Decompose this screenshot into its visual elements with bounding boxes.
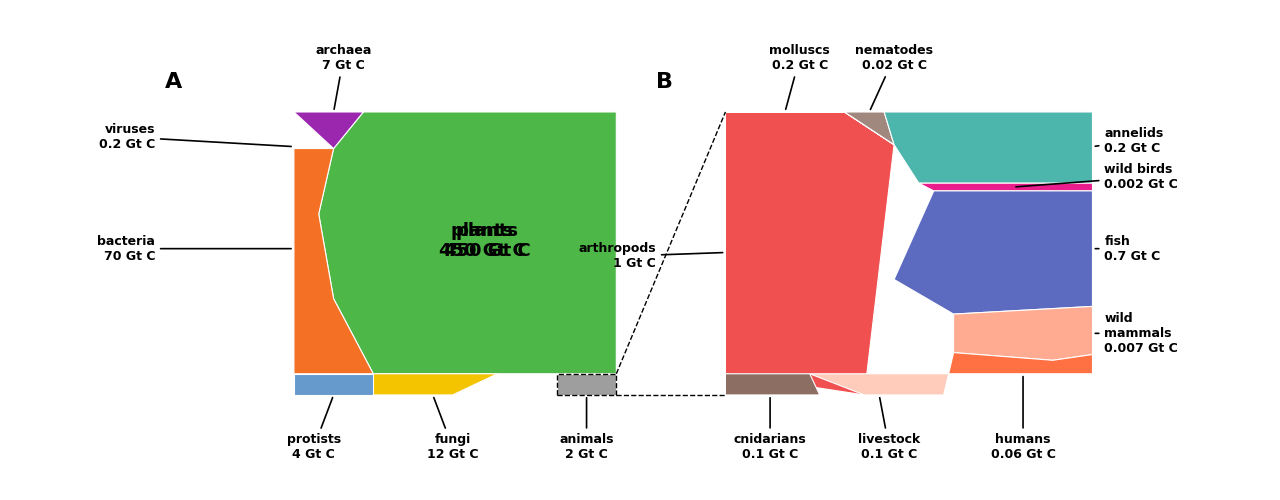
Text: plants
450 Gt C: plants 450 Gt C [439, 222, 526, 260]
Text: wild
mammals
0.007 Gt C: wild mammals 0.007 Gt C [1096, 312, 1178, 355]
Polygon shape [726, 112, 895, 395]
Text: animals
2 Gt C: animals 2 Gt C [559, 398, 614, 462]
Polygon shape [294, 112, 617, 374]
Polygon shape [294, 148, 374, 374]
Polygon shape [557, 374, 617, 395]
Polygon shape [919, 183, 1093, 191]
Text: protists
4 Gt C: protists 4 Gt C [287, 398, 340, 462]
Polygon shape [954, 306, 1093, 360]
Polygon shape [726, 112, 895, 144]
Polygon shape [294, 112, 364, 148]
Text: molluscs
0.2 Gt C: molluscs 0.2 Gt C [769, 44, 831, 110]
Text: viruses
0.2 Gt C: viruses 0.2 Gt C [99, 123, 291, 151]
Text: livestock
0.1 Gt C: livestock 0.1 Gt C [858, 398, 920, 462]
Text: B: B [657, 72, 673, 92]
Polygon shape [294, 374, 374, 395]
Text: fungi
12 Gt C: fungi 12 Gt C [428, 398, 479, 462]
Text: archaea
7 Gt C: archaea 7 Gt C [315, 44, 371, 109]
Text: arthropods
1 Gt C: arthropods 1 Gt C [579, 242, 723, 270]
Text: A: A [165, 72, 182, 92]
Polygon shape [374, 374, 498, 395]
Polygon shape [845, 112, 895, 144]
Text: humans
0.06 Gt C: humans 0.06 Gt C [991, 376, 1056, 462]
Text: nematodes
0.02 Gt C: nematodes 0.02 Gt C [855, 44, 933, 110]
Polygon shape [884, 112, 1093, 183]
Polygon shape [726, 374, 819, 395]
Polygon shape [895, 191, 1093, 314]
Polygon shape [810, 374, 948, 395]
Text: wild birds
0.002 Gt C: wild birds 0.002 Gt C [1016, 164, 1178, 192]
Text: bacteria
70 Gt C: bacteria 70 Gt C [97, 234, 291, 262]
Text: annelids
0.2 Gt C: annelids 0.2 Gt C [1096, 127, 1164, 155]
Text: fish
0.7 Gt C: fish 0.7 Gt C [1096, 234, 1161, 262]
Text: plants
450 Gt C: plants 450 Gt C [444, 222, 531, 260]
Text: cnidarians
0.1 Gt C: cnidarians 0.1 Gt C [733, 398, 806, 462]
Polygon shape [948, 352, 1093, 374]
